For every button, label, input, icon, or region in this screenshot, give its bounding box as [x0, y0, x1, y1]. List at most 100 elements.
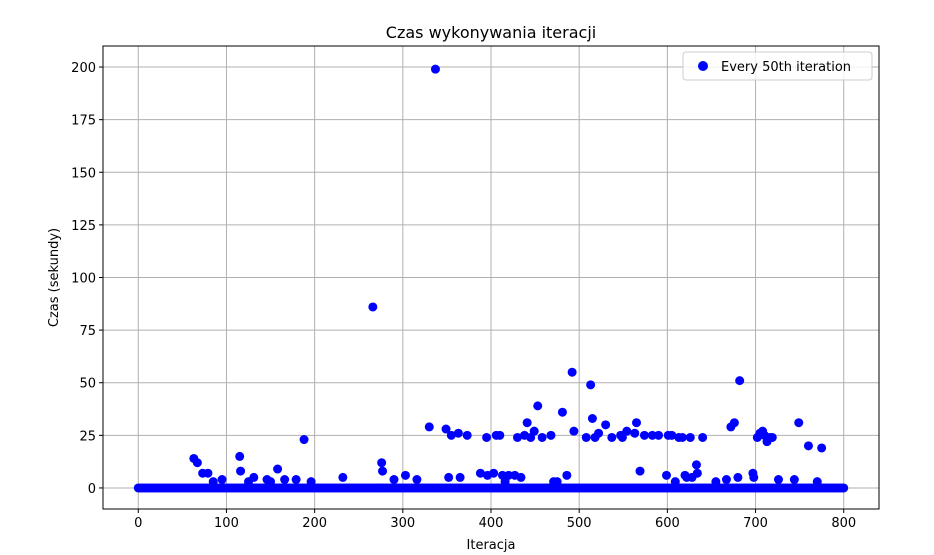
data-point [266, 477, 276, 487]
data-point [430, 64, 440, 74]
data-point [647, 430, 657, 440]
data-point [299, 435, 309, 445]
x-axis-title: Iteracja [467, 538, 516, 553]
data-point [400, 470, 410, 480]
data-point [249, 472, 259, 482]
x-tick-label: 100 [214, 516, 239, 531]
data-point [794, 418, 804, 428]
y-tick-label: 175 [71, 114, 96, 129]
data-point [691, 460, 701, 470]
data-point [455, 472, 465, 482]
data-point [601, 420, 611, 430]
data-point [482, 432, 492, 442]
x-tick-label: 500 [567, 516, 592, 531]
data-point [735, 376, 745, 386]
y-tick-label: 100 [71, 272, 96, 287]
data-point [462, 430, 472, 440]
data-point [839, 483, 849, 493]
data-point [236, 466, 246, 476]
x-tick-label: 300 [390, 516, 415, 531]
data-point [562, 470, 572, 480]
legend: Every 50th iteration [682, 51, 873, 81]
data-point [208, 477, 218, 487]
data-point [581, 432, 591, 442]
data-point [444, 472, 454, 482]
data-point [661, 470, 671, 480]
y-tick-label: 150 [71, 166, 96, 181]
data-point [291, 475, 301, 485]
data-point [537, 432, 547, 442]
data-point [773, 475, 783, 485]
y-tick-label: 200 [71, 61, 96, 76]
data-point [586, 380, 596, 390]
data-point [441, 424, 451, 434]
data-point [630, 428, 640, 438]
data-point [587, 414, 597, 424]
data-point [529, 426, 539, 436]
data-point [667, 430, 677, 440]
data-point [639, 430, 649, 440]
y-tick-label: 0 [88, 482, 96, 497]
data-point [546, 430, 556, 440]
x-tick-label: 400 [479, 516, 504, 531]
data-point [812, 477, 822, 487]
data-point [424, 422, 434, 432]
data-point [280, 475, 290, 485]
data-point [453, 428, 463, 438]
y-axis-ticks: 0 25 50 75 100 125 150 175 200 [71, 61, 103, 497]
data-point [789, 475, 799, 485]
data-point [378, 466, 388, 476]
data-point [692, 468, 702, 478]
data-point [733, 472, 743, 482]
data-point [749, 472, 759, 482]
data-point [594, 428, 604, 438]
data-point [504, 470, 514, 480]
x-tick-label: 0 [134, 516, 142, 531]
data-point [677, 432, 687, 442]
data-point [569, 426, 579, 436]
data-point [235, 451, 245, 461]
data-point [446, 430, 456, 440]
data-point [711, 477, 721, 487]
legend-marker [698, 61, 708, 71]
data-point [217, 475, 227, 485]
data-point [632, 418, 641, 428]
data-point [617, 432, 627, 442]
data-point [817, 443, 827, 453]
data-point [767, 432, 777, 442]
x-tick-label: 600 [655, 516, 680, 531]
data-point [475, 468, 485, 478]
data-point [512, 432, 522, 442]
data-point [721, 475, 731, 485]
data-point [192, 458, 202, 468]
data-point [516, 472, 526, 482]
data-point [377, 458, 387, 468]
data-point [635, 466, 645, 476]
data-point [552, 477, 562, 487]
data-point [273, 464, 283, 474]
legend-label: Every 50th iteration [721, 60, 851, 75]
data-point [489, 468, 499, 478]
y-tick-label: 75 [79, 324, 96, 339]
data-point [654, 430, 664, 440]
data-point [522, 418, 532, 428]
data-point [368, 302, 378, 312]
data-point [412, 475, 422, 485]
data-point [803, 441, 813, 451]
y-tick-label: 25 [79, 429, 96, 444]
y-tick-label: 125 [71, 219, 96, 234]
data-point [495, 430, 505, 440]
data-point [622, 426, 632, 436]
x-axis-ticks: 0 100 200 300 400 500 600 700 800 [134, 509, 856, 531]
data-point [338, 472, 348, 482]
data-points [133, 64, 849, 493]
data-point [306, 477, 316, 487]
data-point [729, 418, 739, 428]
data-point [607, 432, 617, 442]
data-point [567, 367, 577, 377]
data-point [557, 407, 567, 417]
x-tick-label: 700 [743, 516, 768, 531]
x-tick-label: 200 [302, 516, 327, 531]
data-point [685, 432, 695, 442]
